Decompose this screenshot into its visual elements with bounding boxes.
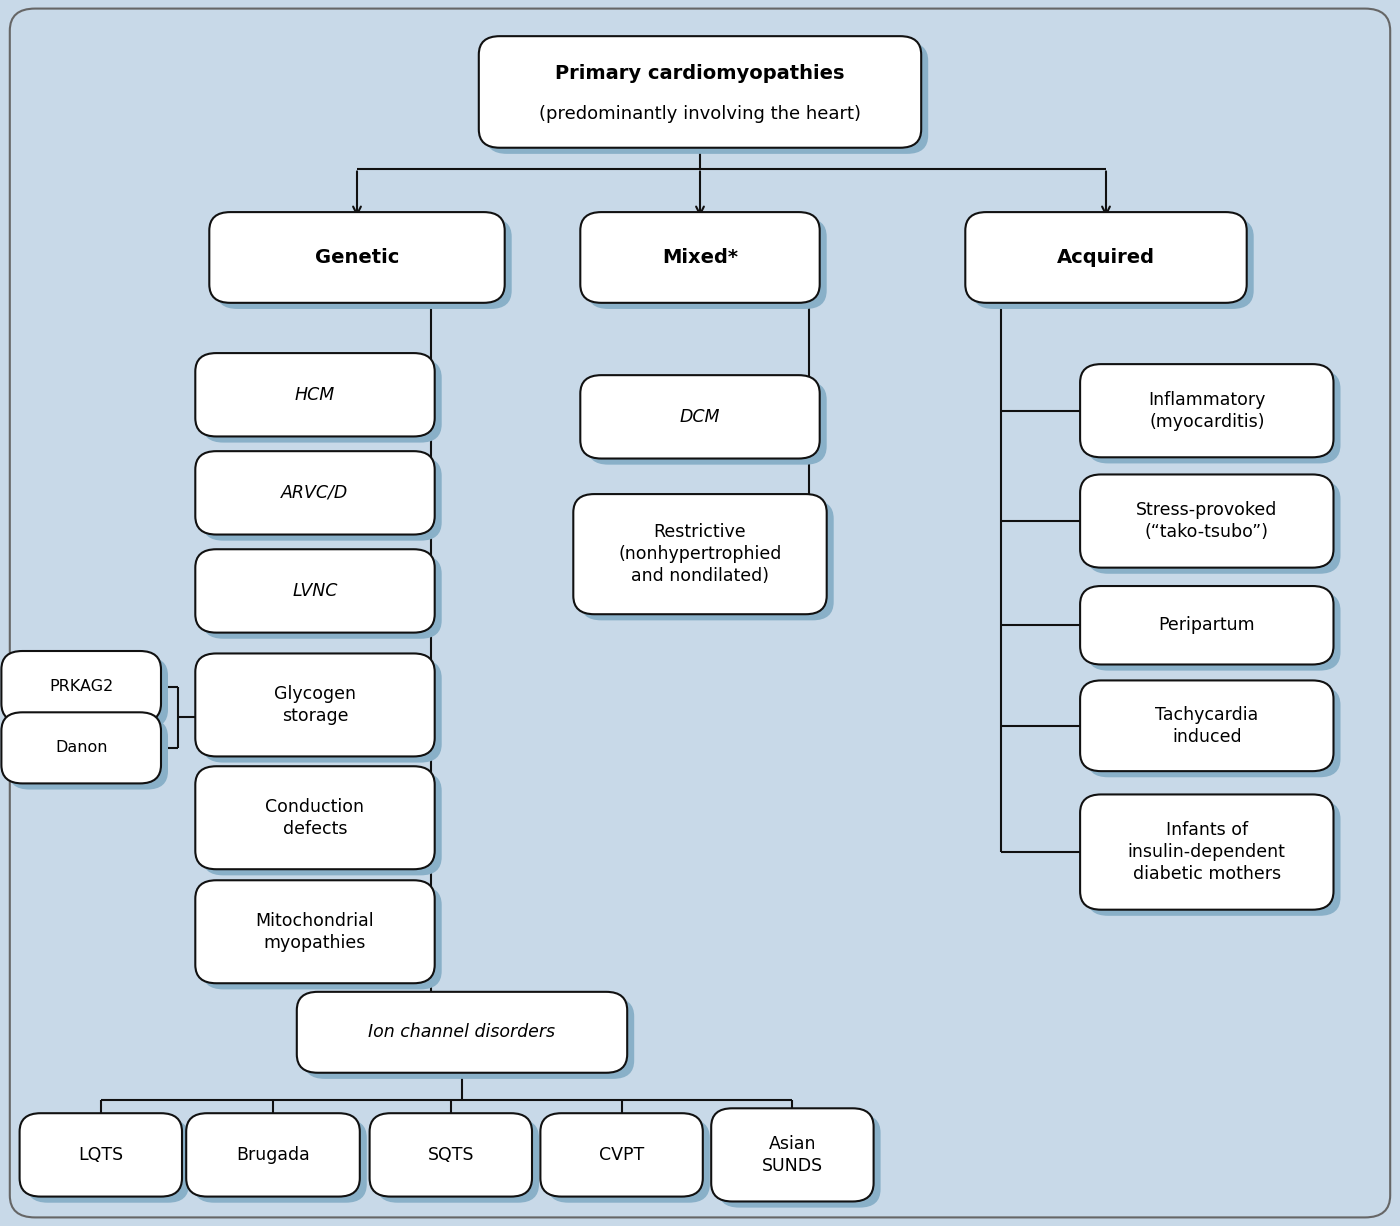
FancyBboxPatch shape	[203, 660, 442, 763]
Text: PRKAG2: PRKAG2	[49, 679, 113, 694]
Text: Brugada: Brugada	[237, 1146, 309, 1163]
Text: Acquired: Acquired	[1057, 248, 1155, 267]
FancyBboxPatch shape	[196, 353, 434, 436]
FancyBboxPatch shape	[574, 494, 826, 614]
FancyBboxPatch shape	[203, 555, 442, 639]
Text: Asian
SUNDS: Asian SUNDS	[762, 1135, 823, 1175]
Text: Stress-provoked
(“tako-tsubo”): Stress-provoked (“tako-tsubo”)	[1137, 501, 1277, 541]
FancyBboxPatch shape	[547, 1119, 710, 1203]
Text: Mixed*: Mixed*	[662, 248, 738, 267]
Text: Genetic: Genetic	[315, 248, 399, 267]
Text: Peripartum: Peripartum	[1158, 617, 1256, 634]
FancyBboxPatch shape	[580, 500, 833, 620]
Text: Ion channel disorders: Ion channel disorders	[368, 1024, 556, 1041]
Text: Restrictive
(nonhypertrophied
and nondilated): Restrictive (nonhypertrophied and nondil…	[619, 524, 781, 585]
FancyBboxPatch shape	[203, 886, 442, 989]
FancyBboxPatch shape	[186, 1113, 360, 1197]
Text: Danon: Danon	[55, 741, 108, 755]
FancyBboxPatch shape	[297, 992, 627, 1073]
FancyBboxPatch shape	[1081, 794, 1333, 910]
FancyBboxPatch shape	[1086, 801, 1341, 916]
Text: Inflammatory
(myocarditis): Inflammatory (myocarditis)	[1148, 391, 1266, 430]
FancyBboxPatch shape	[196, 653, 434, 756]
Text: Infants of
insulin-dependent
diabetic mothers: Infants of insulin-dependent diabetic mo…	[1128, 821, 1285, 883]
FancyBboxPatch shape	[377, 1119, 539, 1203]
FancyBboxPatch shape	[588, 218, 826, 309]
Text: Tachycardia
induced: Tachycardia induced	[1155, 706, 1259, 745]
FancyBboxPatch shape	[196, 880, 434, 983]
Text: SQTS: SQTS	[427, 1146, 475, 1163]
FancyBboxPatch shape	[1081, 474, 1333, 568]
FancyBboxPatch shape	[540, 1113, 703, 1197]
FancyBboxPatch shape	[8, 718, 168, 790]
Text: ARVC/D: ARVC/D	[281, 484, 349, 501]
FancyBboxPatch shape	[972, 218, 1254, 309]
Text: LVNC: LVNC	[293, 582, 337, 600]
FancyBboxPatch shape	[203, 772, 442, 875]
FancyBboxPatch shape	[20, 1113, 182, 1197]
Text: CVPT: CVPT	[599, 1146, 644, 1163]
FancyBboxPatch shape	[1086, 592, 1341, 671]
FancyBboxPatch shape	[210, 212, 505, 303]
FancyBboxPatch shape	[1081, 364, 1333, 457]
FancyBboxPatch shape	[711, 1108, 874, 1201]
FancyBboxPatch shape	[216, 218, 512, 309]
FancyBboxPatch shape	[1, 651, 161, 722]
FancyBboxPatch shape	[580, 212, 819, 303]
FancyBboxPatch shape	[8, 657, 168, 728]
Text: DCM: DCM	[680, 408, 720, 425]
FancyBboxPatch shape	[966, 212, 1247, 303]
FancyBboxPatch shape	[193, 1119, 367, 1203]
Text: Mitochondrial
myopathies: Mitochondrial myopathies	[256, 912, 374, 951]
Text: HCM: HCM	[295, 386, 335, 403]
Text: Glycogen
storage: Glycogen storage	[274, 685, 356, 725]
Text: LQTS: LQTS	[78, 1146, 123, 1163]
FancyBboxPatch shape	[370, 1113, 532, 1197]
FancyBboxPatch shape	[1086, 687, 1341, 777]
FancyBboxPatch shape	[1081, 680, 1333, 771]
FancyBboxPatch shape	[203, 359, 442, 443]
FancyBboxPatch shape	[588, 381, 826, 465]
FancyBboxPatch shape	[196, 549, 434, 633]
FancyBboxPatch shape	[304, 998, 634, 1079]
FancyBboxPatch shape	[1086, 481, 1341, 574]
Text: Primary cardiomyopathies: Primary cardiomyopathies	[556, 64, 844, 83]
FancyBboxPatch shape	[1081, 586, 1333, 664]
Text: (predominantly involving the heart): (predominantly involving the heart)	[539, 105, 861, 123]
FancyBboxPatch shape	[479, 37, 921, 148]
FancyBboxPatch shape	[27, 1119, 189, 1203]
Text: Conduction
defects: Conduction defects	[266, 798, 364, 837]
FancyBboxPatch shape	[486, 43, 928, 154]
FancyBboxPatch shape	[196, 451, 434, 535]
FancyBboxPatch shape	[1, 712, 161, 783]
FancyBboxPatch shape	[718, 1114, 881, 1208]
FancyBboxPatch shape	[203, 457, 442, 541]
FancyBboxPatch shape	[1086, 370, 1341, 463]
FancyBboxPatch shape	[196, 766, 434, 869]
FancyBboxPatch shape	[580, 375, 819, 459]
